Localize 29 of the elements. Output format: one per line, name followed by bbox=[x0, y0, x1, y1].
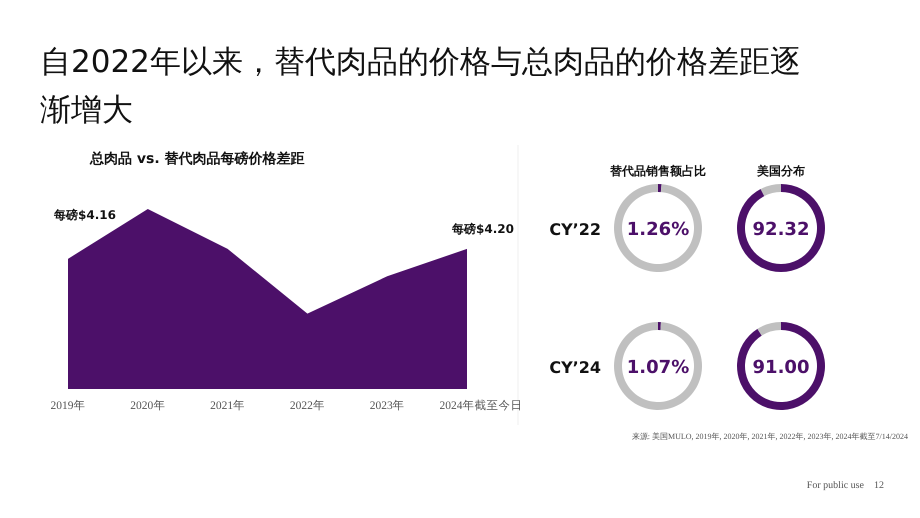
x-tick-label: 2022年 bbox=[290, 399, 325, 412]
x-tick-label: 2020年 bbox=[130, 399, 166, 412]
donut-slice bbox=[757, 322, 781, 336]
donut-slice bbox=[658, 322, 661, 330]
text: 1.07% bbox=[626, 357, 690, 378]
donut-slice bbox=[737, 184, 825, 272]
source-note: 来源: 美国MULO, 2019年, 2020年, 2021年, 2022年, 2023年, 2024年截至7/14/2024 bbox=[632, 432, 908, 441]
text: 12 bbox=[874, 480, 884, 491]
x-tick-label: 2023年 bbox=[370, 399, 405, 412]
donut-slice bbox=[737, 322, 825, 410]
text: CY’22 bbox=[549, 220, 601, 239]
chart-title: 美国分布 bbox=[756, 164, 805, 178]
x-tick-label: 2024年截至今日 bbox=[440, 399, 522, 412]
chart-subtitle: 总肉品 vs. 替代肉品每磅价格差距 bbox=[89, 150, 305, 167]
text: For public use bbox=[806, 480, 865, 491]
data-label: 每磅$4.20 bbox=[451, 222, 514, 236]
donut-slice bbox=[658, 184, 662, 192]
x-tick-label: 2019年 bbox=[50, 399, 86, 412]
x-tick-label: 2021年 bbox=[210, 399, 246, 412]
text: 1.26% bbox=[626, 219, 690, 240]
donut-slice bbox=[614, 322, 702, 410]
chart-title: 自2022年以来，替代肉品的价格与总肉品的价格差距逐渐增大 bbox=[40, 43, 802, 130]
text: CY’24 bbox=[549, 358, 601, 377]
text: 91.00 bbox=[752, 357, 810, 378]
donut-slice bbox=[614, 184, 702, 272]
donut-slice bbox=[760, 184, 781, 196]
text: 92.32 bbox=[752, 219, 810, 240]
data-label: 每磅$4.16 bbox=[53, 208, 116, 222]
chart-title: 替代品销售额占比 bbox=[609, 164, 706, 178]
